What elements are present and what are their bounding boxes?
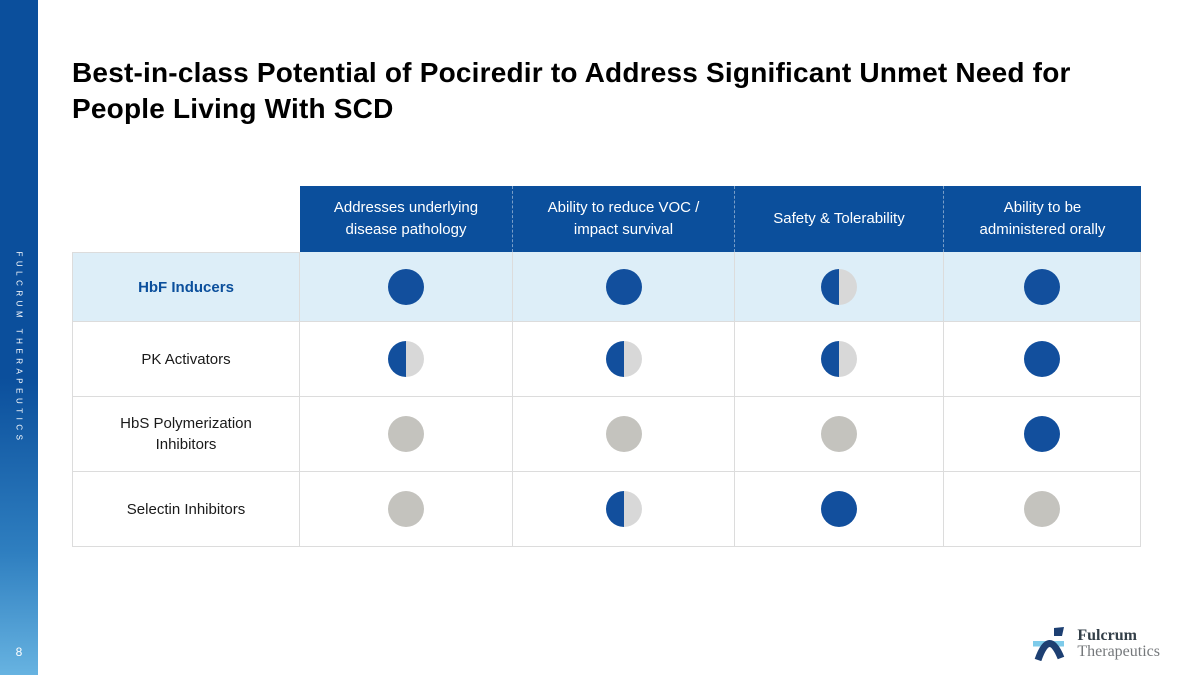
sidebar-brand-text: FULCRUM THERAPEUTICS xyxy=(14,251,24,445)
column-header-safety-tolerability: Safety & Tolerability xyxy=(735,186,944,252)
fulcrum-logo-text: Fulcrum Therapeutics xyxy=(1077,628,1160,660)
logo-company-name: Fulcrum xyxy=(1077,627,1137,644)
rating-cell xyxy=(300,397,513,472)
rating-cell xyxy=(513,397,735,472)
harvey-ball xyxy=(821,416,857,452)
rating-cell xyxy=(944,472,1141,547)
harvey-ball xyxy=(388,268,424,305)
harvey-ball xyxy=(388,416,424,452)
harvey-ball xyxy=(388,341,424,377)
rating-cell xyxy=(300,252,513,322)
harvey-ball xyxy=(605,268,642,305)
row-label-hbs-polymerization-inhibitors: HbS Polymerization Inhibitors xyxy=(72,397,300,472)
row-label-pk-activators: PK Activators xyxy=(72,322,300,397)
harvey-ball xyxy=(1024,491,1060,527)
rating-cell xyxy=(735,397,944,472)
column-header-reduce-voc: Ability to reduce VOC / impact survival xyxy=(513,186,735,252)
rating-cell xyxy=(300,472,513,547)
fulcrum-logo: Fulcrum Therapeutics xyxy=(1033,627,1160,661)
rating-cell xyxy=(513,322,735,397)
harvey-ball xyxy=(821,491,857,527)
harvey-ball xyxy=(1024,416,1060,452)
harvey-ball xyxy=(605,491,642,527)
rating-cell xyxy=(735,472,944,547)
rating-cell xyxy=(944,397,1141,472)
column-header-disease-pathology: Addresses underlying disease pathology xyxy=(300,186,513,252)
rating-cell xyxy=(944,322,1141,397)
harvey-ball xyxy=(388,491,424,527)
column-header-oral-administration: Ability to be administered orally xyxy=(944,186,1141,252)
fulcrum-logo-icon xyxy=(1033,627,1065,661)
harvey-ball xyxy=(1024,268,1060,305)
rating-cell xyxy=(513,472,735,547)
logo-company-subname: Therapeutics xyxy=(1077,643,1160,660)
rating-cell xyxy=(300,322,513,397)
comparison-table: Addresses underlying disease pathology A… xyxy=(72,186,1141,547)
table-corner-spacer xyxy=(72,186,300,252)
slide-title: Best-in-class Potential of Pociredir to … xyxy=(72,55,1157,127)
page-number: 8 xyxy=(15,645,23,659)
harvey-ball xyxy=(605,341,642,377)
harvey-ball xyxy=(1024,341,1060,377)
rating-cell xyxy=(944,252,1141,322)
harvey-ball xyxy=(821,341,857,377)
brand-sidebar: FULCRUM THERAPEUTICS 8 xyxy=(0,0,38,675)
harvey-ball xyxy=(605,416,642,452)
harvey-ball xyxy=(821,268,857,305)
row-label-selectin-inhibitors: Selectin Inhibitors xyxy=(72,472,300,547)
rating-cell xyxy=(513,252,735,322)
slide-title-line1: Best-in-class Potential of Pociredir to … xyxy=(72,57,1071,88)
row-label-hbf-inducers: HbF Inducers xyxy=(72,252,300,322)
slide-title-line2: People Living With SCD xyxy=(72,93,394,124)
rating-cell xyxy=(735,322,944,397)
rating-cell xyxy=(735,252,944,322)
